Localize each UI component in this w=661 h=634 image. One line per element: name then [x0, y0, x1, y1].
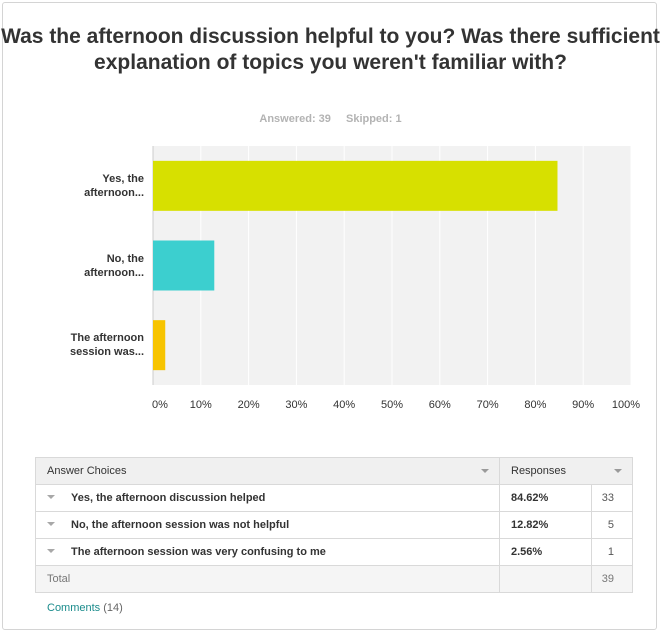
answer-choice: The afternoon session was very confusing… — [71, 546, 326, 558]
x-tick-label: 10% — [189, 399, 212, 411]
row-expand-icon[interactable] — [47, 495, 55, 499]
answer-choice: No, the afternoon session was not helpfu… — [71, 519, 290, 531]
table-row: Yes, the afternoon discussion helped 84.… — [35, 484, 633, 512]
x-tick-label: 20% — [237, 399, 260, 411]
question-title: Was the afternoon discussion helpful to … — [1, 25, 660, 74]
responses-table: Answer Choices Responses Yes, the aftern… — [35, 457, 633, 593]
answer-choice: Yes, the afternoon discussion helped — [71, 492, 266, 504]
x-tick-label: 70% — [476, 399, 499, 411]
responses-header[interactable]: Responses — [499, 457, 633, 485]
x-tick-label: 50% — [380, 399, 404, 411]
total-count: 39 — [591, 565, 633, 593]
comments-label[interactable]: Comments — [47, 602, 101, 614]
x-tick-label: 40% — [333, 399, 356, 411]
table-row: The afternoon session was very confusing… — [35, 538, 633, 566]
sort-arrow-icon[interactable] — [481, 469, 489, 473]
x-tick-label: 60% — [428, 399, 451, 411]
category-label: Yes, the afternoon... — [84, 172, 144, 199]
response-percent: 12.82% — [499, 511, 592, 539]
table-header: Answer Choices Responses — [35, 457, 633, 485]
sort-arrow-icon[interactable] — [614, 469, 622, 473]
bar[interactable] — [153, 240, 215, 291]
comments-count: (14) — [103, 602, 123, 614]
table-row: No, the afternoon session was not helpfu… — [35, 511, 633, 539]
skipped-count: Skipped: 1 — [345, 113, 402, 125]
total-row: Total 39 — [35, 565, 633, 593]
category-label: No, the afternoon... — [84, 252, 144, 279]
x-tick-label: 0% — [152, 399, 168, 411]
response-count: 5 — [591, 511, 633, 539]
response-stats: Answered: 39 Skipped: 1 — [0, 113, 661, 125]
x-tick-label: 80% — [524, 399, 547, 411]
response-count: 1 — [591, 538, 633, 566]
bar[interactable] — [153, 320, 166, 371]
response-percent: 84.62% — [499, 484, 592, 512]
row-expand-icon[interactable] — [47, 522, 55, 526]
x-tick-label: 90% — [572, 399, 595, 411]
response-count: 33 — [591, 484, 633, 512]
x-tick-label: 100% — [611, 399, 641, 411]
bar-chart — [152, 146, 632, 385]
response-percent: 2.56% — [499, 538, 592, 566]
x-tick-label: 30% — [285, 399, 308, 411]
comments-link[interactable]: Comments (14) — [47, 602, 123, 614]
total-label: Total — [35, 565, 500, 593]
category-label: The afternoon session was... — [70, 332, 144, 359]
answered-count: Answered: 39 — [259, 113, 331, 125]
answer-choices-header[interactable]: Answer Choices — [35, 457, 500, 485]
row-expand-icon[interactable] — [47, 549, 55, 553]
bar[interactable] — [153, 160, 558, 211]
